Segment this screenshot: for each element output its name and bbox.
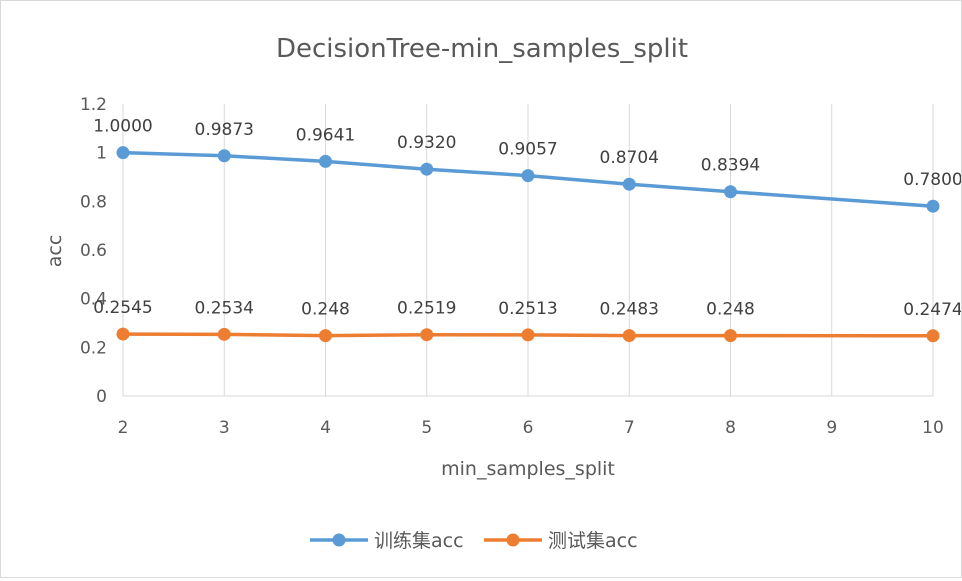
y-tick-label-6: 1.2	[80, 95, 107, 115]
series-0-point-3	[420, 162, 434, 176]
y-tick-label-5: 1	[96, 144, 107, 164]
x-tick-label-1: 3	[219, 418, 230, 438]
x-tick-label-0: 2	[118, 418, 129, 438]
series-1-data-label-3: 0.2519	[397, 299, 456, 319]
series-0-data-label-1: 0.9873	[195, 120, 254, 140]
series-1-data-label-7: 0.2474	[903, 300, 961, 320]
series-1-point-4	[521, 328, 535, 342]
x-tick-label-4: 6	[523, 418, 534, 438]
series-0-point-6	[724, 185, 737, 199]
series-0-point-7	[926, 199, 940, 213]
series-0-data-label-6: 0.8394	[701, 156, 760, 176]
data-labels: 1.0000 0.9873 0.9641 0.9320 0.9057 0.8704 0.83…	[93, 117, 962, 320]
x-axis-ticks: 2 3 4 5 6 7 8 9 10	[118, 418, 944, 438]
x-tick-label-2: 4	[320, 418, 331, 438]
series-1-point-6	[724, 329, 737, 343]
series-1-data-label-5: 0.2483	[600, 300, 659, 320]
y-tick-label-4: 0.8	[80, 192, 107, 212]
y-tick-label-1: 0.2	[80, 338, 107, 358]
legend-label-0: 训练集acc	[374, 530, 464, 552]
series-1-point-3	[420, 328, 434, 342]
series-0-data-label-3: 0.9320	[397, 133, 456, 153]
x-tick-label-5: 7	[624, 418, 635, 438]
series-1-point-2	[319, 329, 332, 343]
legend-label-1: 测试集acc	[548, 530, 638, 552]
series-1-point-1	[217, 327, 231, 341]
y-tick-label-3: 0.6	[80, 241, 107, 261]
legend: 训练集acc 测试集acc	[310, 530, 638, 552]
y-tick-label-2: 0.4	[80, 290, 107, 310]
series-1-data-label-2: 0.248	[301, 300, 350, 320]
series-line-0	[122, 150, 934, 208]
series-0-point-5	[622, 177, 636, 191]
series-0-data-label-7: 0.7800	[903, 170, 961, 190]
chart-title: DecisionTree-min_samples_split	[276, 34, 688, 64]
series-0-point-1	[217, 149, 231, 163]
series-0-data-label-5: 0.8704	[600, 148, 659, 168]
series-1-data-label-0: 0.2545	[93, 298, 152, 318]
x-tick-label-7: 9	[826, 418, 837, 438]
y-axis-label: acc	[44, 235, 66, 268]
y-tick-label-0: 0	[96, 387, 107, 407]
y-axis-ticks: 0 0.2 0.4 0.6 0.8 1 1.2	[80, 95, 107, 407]
x-axis-label: min_samples_split	[441, 458, 615, 480]
series-group	[116, 146, 940, 343]
series-line-1	[122, 332, 934, 338]
x-tick-label-3: 5	[421, 418, 432, 438]
series-1-data-label-6: 0.248	[706, 300, 755, 320]
x-tick-label-8: 10	[922, 418, 944, 438]
series-0-point-4	[521, 169, 535, 183]
series-1-data-label-4: 0.2513	[498, 299, 557, 319]
series-1-point-5	[622, 329, 636, 343]
legend-marker-1	[506, 533, 520, 547]
series-0-data-label-0: 1.0000	[93, 117, 152, 137]
series-0-point-2	[319, 154, 332, 168]
series-1-point-7	[926, 329, 940, 343]
series-1-data-label-1: 0.2534	[195, 298, 254, 318]
series-0-point-0	[116, 146, 130, 160]
x-tick-label-6: 8	[725, 418, 736, 438]
series-1-point-0	[116, 327, 130, 341]
series-0-data-label-2: 0.9641	[296, 125, 355, 145]
legend-marker-0	[332, 533, 346, 547]
series-0-data-label-4: 0.9057	[498, 140, 557, 160]
